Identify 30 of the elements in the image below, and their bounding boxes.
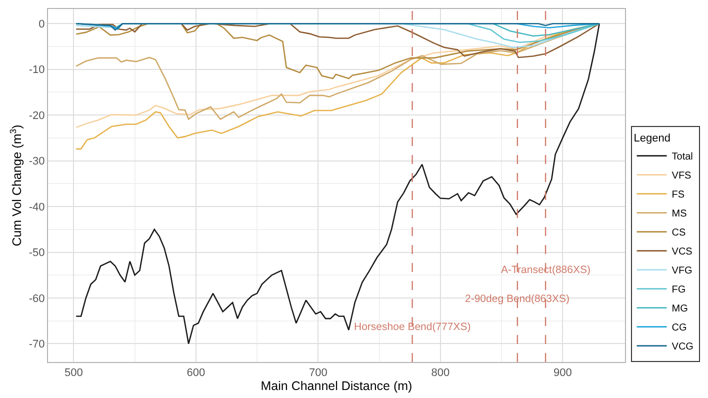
y-tick-label: -20 xyxy=(28,110,45,122)
y-tick-label: -10 xyxy=(28,64,45,76)
x-tick-label: 600 xyxy=(186,367,206,380)
y-tick-label: -60 xyxy=(28,292,45,305)
x-tick-label: 900 xyxy=(553,367,572,380)
legend-label: CG xyxy=(672,322,687,334)
y-tick-label: -30 xyxy=(28,156,45,168)
x-axis-title: Main Channel Distance (m) xyxy=(260,379,412,394)
y-tick-label: -50 xyxy=(28,247,45,260)
legend-label: VFS xyxy=(672,170,692,182)
legend-label: FS xyxy=(672,190,685,201)
legend-label: Total xyxy=(672,152,693,163)
annotation: Horseshoe Bend(777XS) xyxy=(354,321,471,333)
y-tick-label: -40 xyxy=(28,201,45,214)
legend-label: VFG xyxy=(672,266,693,277)
y-tick-label: 0 xyxy=(38,18,45,30)
legend-label: CS xyxy=(672,228,686,239)
x-tick-label: 700 xyxy=(308,367,328,380)
legend-label: MS xyxy=(672,208,688,220)
annotation: 2-90deg Bend(863XS) xyxy=(465,293,570,305)
legend-label: VCG xyxy=(672,342,694,353)
x-tick-label: 500 xyxy=(64,367,83,380)
annotation: A-Transect(886XS) xyxy=(501,264,590,276)
y-tick-label: -70 xyxy=(28,338,45,351)
legend-title: Legend xyxy=(634,132,670,144)
legend-label: VCS xyxy=(672,246,693,258)
x-tick-label: 800 xyxy=(431,367,450,380)
line-series xyxy=(75,22,600,344)
legend-label: FG xyxy=(672,284,686,296)
legend-label: MG xyxy=(672,304,688,315)
